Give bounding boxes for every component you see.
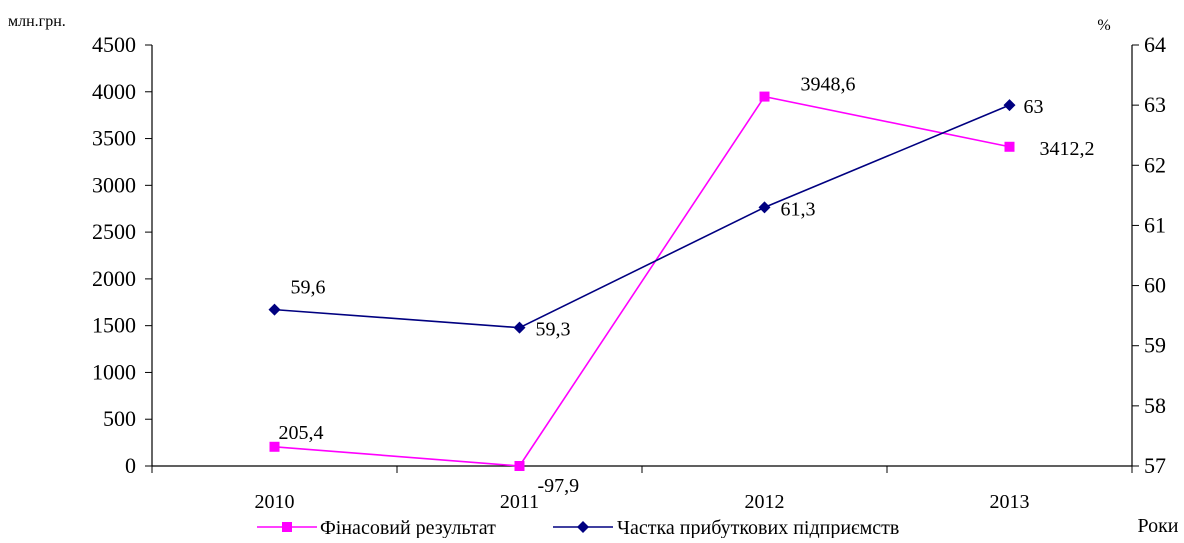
series-line-2 <box>274 104 1010 329</box>
legend-marker-2 <box>577 521 589 533</box>
series-layer <box>268 91 1016 471</box>
left-tick-label: 3000 <box>92 172 136 197</box>
x-axis-title: Роки <box>1137 515 1178 537</box>
left-tick-label: 1500 <box>92 313 136 338</box>
data-label: 59,6 <box>291 277 326 299</box>
y-left-axis-label: млн.грн. <box>8 13 66 30</box>
right-tick-label: 57 <box>1144 453 1166 478</box>
right-tick-label: 64 <box>1144 32 1166 57</box>
x-tick-label: 2011 <box>500 491 539 513</box>
x-tick-label: 2010 <box>255 491 295 513</box>
legend-label-2: Частка прибуткових підприємств <box>617 517 899 538</box>
data-point-marker <box>758 201 771 214</box>
data-point-marker <box>514 461 525 471</box>
data-label: 59,3 <box>536 319 571 341</box>
legend-label-1: Фінасовий результат <box>320 517 496 538</box>
right-tick-label: 62 <box>1144 152 1166 177</box>
right-tick-label: 61 <box>1144 212 1166 237</box>
left-tick-label: 2000 <box>92 266 136 291</box>
legend: Фінасовий результат Частка прибуткових пі… <box>257 517 899 539</box>
x-tick-label: 2012 <box>745 491 785 513</box>
data-point-marker <box>1004 141 1015 152</box>
data-label: -97,9 <box>538 475 580 497</box>
left-tick-label: 1000 <box>92 359 136 384</box>
right-tick-label: 58 <box>1144 393 1166 418</box>
data-point-marker <box>268 303 281 316</box>
labels-layer: 205,4 -97,9 3948,6 3412,2 59,6 59,3 61,3 63 <box>279 74 1095 497</box>
data-point-marker <box>269 441 280 452</box>
data-label: 3948,6 <box>801 74 856 96</box>
right-tick-label: 60 <box>1144 273 1166 298</box>
data-point-marker <box>759 91 770 102</box>
series-line-1 <box>274 95 1010 467</box>
legend-marker-1 <box>282 522 292 532</box>
data-label: 205,4 <box>279 422 324 444</box>
right-tick-label: 59 <box>1144 333 1166 358</box>
left-tick-label: 4000 <box>92 79 136 104</box>
data-label: 3412,2 <box>1040 138 1095 160</box>
axes-layer: 0 500 1000 1500 2000 2500 3000 3500 4000 4500 57 58… <box>8 13 1179 537</box>
right-tick-label: 63 <box>1144 92 1166 117</box>
data-label: 61,3 <box>781 198 816 220</box>
left-tick-label: 2500 <box>92 219 136 244</box>
left-tick-label: 3500 <box>92 126 136 151</box>
x-tick-label: 2013 <box>990 491 1030 513</box>
left-tick-label: 0 <box>125 453 136 478</box>
left-tick-label: 4500 <box>92 32 136 57</box>
y-right-axis-label: % <box>1097 17 1110 34</box>
data-label: 63 <box>1024 96 1044 118</box>
data-point-marker <box>1003 99 1016 112</box>
left-tick-label: 500 <box>103 406 136 431</box>
data-point-marker <box>513 321 526 334</box>
